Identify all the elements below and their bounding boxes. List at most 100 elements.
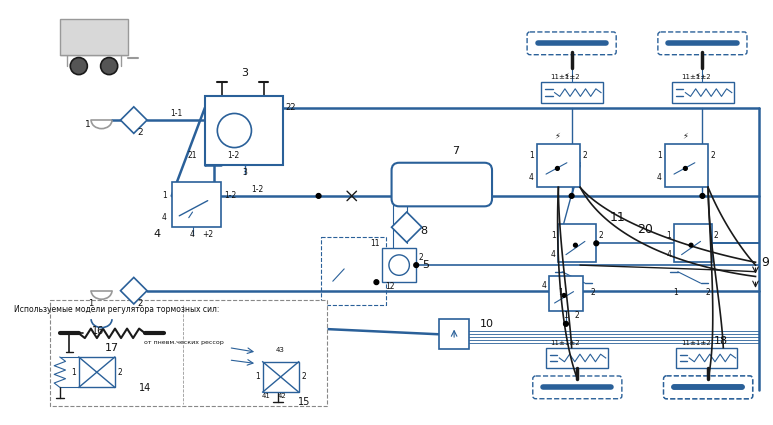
Text: +2: +2 — [203, 230, 213, 239]
Circle shape — [562, 294, 566, 297]
FancyBboxPatch shape — [658, 32, 747, 55]
Text: 2: 2 — [713, 231, 719, 240]
Text: 3: 3 — [242, 168, 247, 177]
Text: 4: 4 — [541, 281, 546, 290]
Polygon shape — [121, 278, 147, 304]
Text: 18: 18 — [714, 336, 728, 346]
Text: 4: 4 — [190, 230, 195, 239]
Bar — [263, 362, 298, 392]
Text: 2: 2 — [117, 368, 122, 377]
Text: 2: 2 — [418, 253, 423, 262]
Bar — [79, 357, 115, 387]
Text: 3: 3 — [241, 68, 248, 78]
Bar — [672, 82, 734, 103]
Text: 11±1±2: 11±1±2 — [681, 74, 710, 80]
Text: 1-2: 1-2 — [227, 150, 240, 160]
FancyBboxPatch shape — [50, 300, 327, 406]
Text: 11±1±2: 11±1±2 — [550, 74, 580, 80]
Text: 1: 1 — [673, 288, 678, 297]
Text: 2: 2 — [301, 372, 306, 381]
Text: 10: 10 — [479, 319, 493, 329]
Text: 8: 8 — [421, 226, 427, 236]
Text: 15: 15 — [298, 397, 311, 407]
Text: 2: 2 — [138, 298, 143, 308]
Text: 1-2: 1-2 — [251, 185, 263, 194]
Text: 11: 11 — [609, 211, 625, 224]
Circle shape — [414, 263, 418, 267]
Bar — [60, 19, 128, 55]
Text: 5: 5 — [422, 260, 429, 270]
Text: 1-1: 1-1 — [170, 109, 182, 118]
Text: 1: 1 — [666, 231, 671, 240]
Text: 4: 4 — [154, 229, 161, 239]
Text: ⚡: ⚡ — [563, 71, 569, 80]
Text: 1: 1 — [551, 231, 556, 240]
Text: 1: 1 — [88, 300, 94, 309]
Bar — [549, 277, 583, 311]
Text: 17: 17 — [105, 343, 119, 353]
Text: 11: 11 — [369, 239, 380, 248]
Text: 1: 1 — [558, 288, 563, 297]
Text: 2: 2 — [706, 288, 710, 297]
Circle shape — [70, 57, 87, 75]
Text: 9: 9 — [761, 256, 769, 269]
Text: 43: 43 — [275, 347, 284, 354]
Text: 7: 7 — [452, 146, 460, 156]
Text: 2: 2 — [138, 128, 143, 137]
Text: 21: 21 — [188, 150, 197, 160]
Bar — [674, 224, 712, 262]
Text: 12: 12 — [385, 282, 394, 292]
Circle shape — [556, 167, 560, 170]
Text: 2: 2 — [710, 150, 715, 160]
Text: 20: 20 — [638, 223, 653, 235]
Bar — [382, 248, 416, 282]
Circle shape — [574, 243, 577, 247]
Circle shape — [389, 255, 410, 275]
Circle shape — [100, 57, 117, 75]
Text: 1: 1 — [657, 150, 662, 160]
Text: 2: 2 — [575, 311, 580, 320]
Circle shape — [594, 241, 598, 246]
Text: 1: 1 — [162, 191, 167, 201]
Text: 41: 41 — [262, 393, 271, 399]
Bar — [665, 144, 708, 187]
Text: 1: 1 — [564, 311, 568, 320]
Circle shape — [700, 193, 705, 198]
FancyBboxPatch shape — [392, 163, 492, 207]
Circle shape — [217, 113, 251, 147]
Text: 2: 2 — [598, 231, 603, 240]
Text: ⚡: ⚡ — [554, 132, 560, 141]
Circle shape — [683, 167, 687, 170]
Bar — [676, 348, 737, 368]
Text: 42: 42 — [278, 393, 286, 399]
Circle shape — [690, 243, 693, 247]
Circle shape — [569, 193, 574, 198]
Circle shape — [374, 280, 379, 284]
Text: 2: 2 — [590, 288, 595, 297]
FancyBboxPatch shape — [527, 32, 616, 55]
Bar — [439, 319, 469, 349]
Text: 14: 14 — [139, 383, 152, 393]
Text: 1: 1 — [85, 120, 91, 129]
Text: 4: 4 — [657, 173, 662, 182]
Text: 2: 2 — [582, 150, 587, 160]
Text: 1: 1 — [255, 372, 260, 381]
Text: 4: 4 — [529, 173, 533, 182]
Text: 4: 4 — [666, 250, 671, 259]
Polygon shape — [392, 212, 422, 242]
Text: ⚡: ⚡ — [683, 132, 688, 141]
Bar — [205, 96, 283, 164]
FancyBboxPatch shape — [663, 376, 753, 399]
Bar — [536, 144, 581, 187]
Text: 1-2: 1-2 — [224, 191, 236, 201]
Text: 1: 1 — [71, 368, 76, 377]
Text: 4: 4 — [550, 250, 556, 259]
FancyBboxPatch shape — [663, 376, 753, 399]
Text: 11±1±2: 11±1±2 — [681, 340, 710, 346]
Text: 16: 16 — [92, 326, 104, 337]
Text: ⚡: ⚡ — [694, 71, 700, 80]
Polygon shape — [121, 107, 147, 133]
Text: 11±1±2: 11±1±2 — [550, 340, 580, 346]
Bar — [172, 182, 221, 227]
Text: 22: 22 — [285, 103, 295, 112]
